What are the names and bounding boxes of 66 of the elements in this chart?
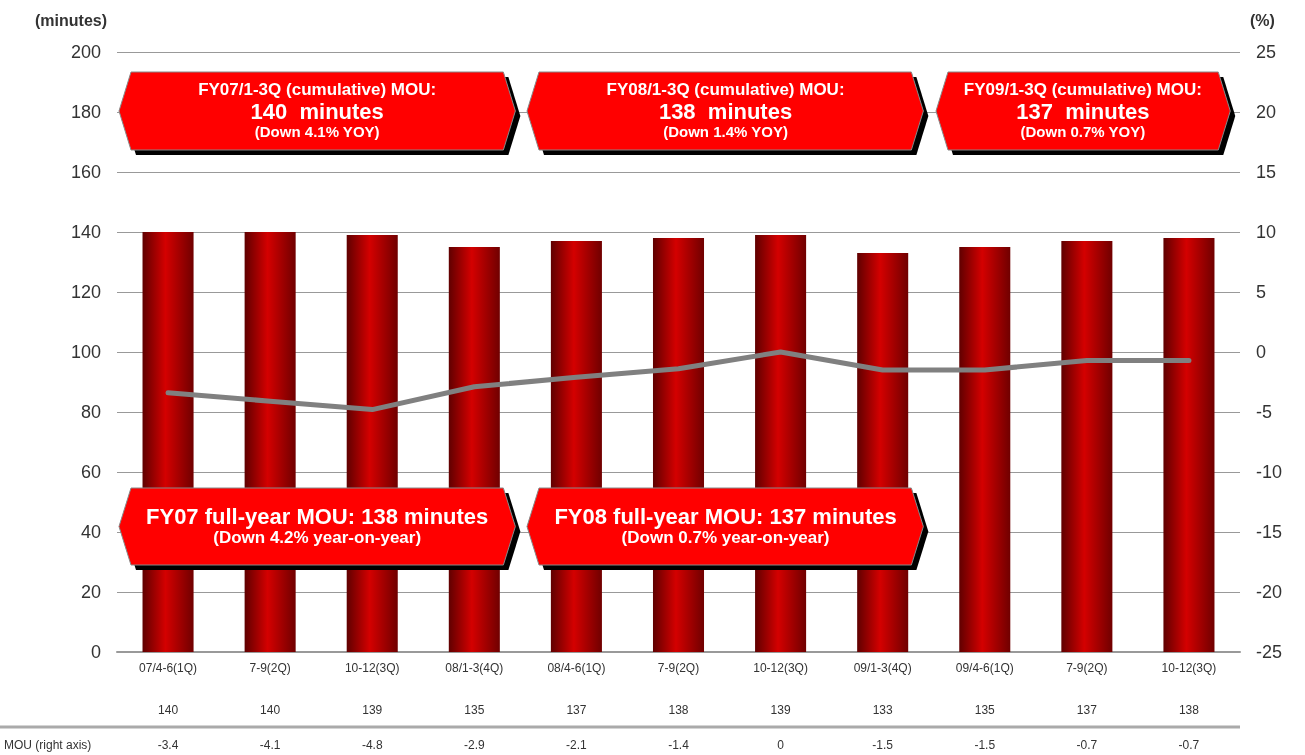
x-tick-label: 7-9(2Q) xyxy=(1066,661,1108,675)
x-tick-label: 09/1-3(4Q) xyxy=(853,661,912,675)
y-tick-label: 180 xyxy=(70,102,101,122)
data-label: -1.4 xyxy=(668,738,690,752)
y2-tick-label: -5 xyxy=(1256,402,1273,422)
y2-axis-title: (%) xyxy=(1250,11,1275,29)
y2-tick-label: 15 xyxy=(1256,162,1277,182)
y-tick-label: 140 xyxy=(70,222,101,242)
y2-tick-label: -15 xyxy=(1256,522,1283,542)
x-tick-label: 10-12(3Q) xyxy=(1161,661,1217,675)
bar xyxy=(1061,241,1113,652)
data-label: -2.1 xyxy=(566,738,588,752)
y2-tick-label: -20 xyxy=(1256,582,1283,602)
y2-tick-label: 10 xyxy=(1256,222,1277,242)
data-label: 133 xyxy=(872,703,894,717)
y2-tick-label: 0 xyxy=(1256,342,1267,362)
bar xyxy=(959,247,1011,652)
x-tick-label: 08/4-6(1Q) xyxy=(547,661,606,675)
annotation: FY07 full-year MOU: 138 minutes (Down 4.2% year-on-year) xyxy=(146,504,489,548)
y2-tick-label: 20 xyxy=(1256,102,1277,122)
y-tick-label: 20 xyxy=(80,582,101,602)
data-label: -1.5 xyxy=(872,738,894,752)
y2-tick-label: 5 xyxy=(1256,282,1267,302)
y-tick-label: 120 xyxy=(70,282,101,302)
y-tick-label: 200 xyxy=(70,42,101,62)
y-tick-label: 0 xyxy=(90,642,101,662)
x-tick-label: 7-9(2Q) xyxy=(657,661,700,675)
data-label: 0 xyxy=(777,738,785,752)
data-label: 137 xyxy=(1076,703,1098,717)
data-label: -0.7 xyxy=(1076,738,1098,752)
x-tick-label: 10-12(3Q) xyxy=(753,661,808,675)
annotation: FY09/1-3Q (cumulative) MOU: 137 minutes (Down 0.7% YOY) xyxy=(963,80,1202,141)
data-label: -1.5 xyxy=(974,738,996,752)
data-label: 140 xyxy=(158,703,179,717)
data-label: -4.8 xyxy=(361,738,383,752)
y-tick-label: 60 xyxy=(80,462,101,482)
y-tick-label: 80 xyxy=(80,402,101,422)
data-label: -4.1 xyxy=(259,738,281,752)
data-label: 138 xyxy=(1178,703,1200,717)
data-label: 140 xyxy=(260,703,281,717)
data-label: 139 xyxy=(362,703,383,717)
annotation: FY07/1-3Q (cumulative) MOU: 140 minutes (Down 4.1% YOY) xyxy=(198,80,437,141)
y2-tick-label: -25 xyxy=(1256,642,1283,662)
bar xyxy=(1163,238,1215,652)
x-tick-label: 08/1-3(4Q) xyxy=(445,661,504,675)
data-label: -2.9 xyxy=(463,738,485,752)
y-tick-label: 40 xyxy=(80,522,101,542)
data-label: -0.7 xyxy=(1178,738,1200,752)
y2-tick-label: -10 xyxy=(1256,462,1283,482)
data-label: 135 xyxy=(464,703,485,717)
y2-tick-label: 25 xyxy=(1256,42,1277,62)
x-tick-label: 09/4-6(1Q) xyxy=(955,661,1014,675)
x-tick-label: 10-12(3Q) xyxy=(344,661,400,675)
annotation: FY08/1-3Q (cumulative) MOU: 138 minutes (Down 1.4% YOY) xyxy=(606,80,845,141)
y-tick-label: 100 xyxy=(70,342,101,362)
y-tick-label: 160 xyxy=(70,162,101,182)
text: MOU (right axis) xyxy=(4,738,92,752)
data-label: 139 xyxy=(770,703,791,717)
data-label: -3.4 xyxy=(157,738,179,752)
y-axis-title: (minutes) xyxy=(35,11,107,29)
x-tick-label: 7-9(2Q) xyxy=(249,661,291,675)
annotation: FY08 full-year MOU: 137 minutes (Down 0.7% year-on-year) xyxy=(554,504,897,548)
data-label: 135 xyxy=(974,703,996,717)
data-label: 137 xyxy=(566,703,587,717)
data-label: 138 xyxy=(668,703,689,717)
x-tick-label: 07/4-6(1Q) xyxy=(139,661,198,675)
